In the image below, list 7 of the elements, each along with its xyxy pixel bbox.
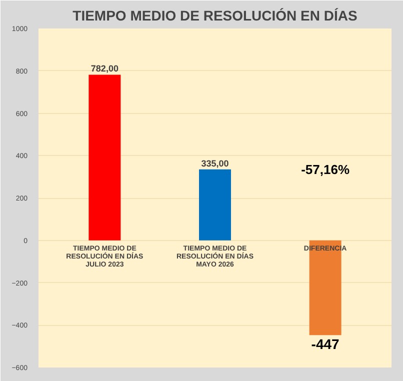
data-label: 335,00 — [201, 158, 229, 168]
data-label: 782,00 — [90, 64, 118, 74]
bar — [199, 169, 231, 240]
chart-title: TIEMPO MEDIO DE RESOLUCIÓN EN DÍAS — [72, 8, 358, 24]
annotation: -57,16% — [301, 162, 350, 177]
bar — [88, 74, 121, 240]
data-label: -447 — [311, 336, 340, 352]
